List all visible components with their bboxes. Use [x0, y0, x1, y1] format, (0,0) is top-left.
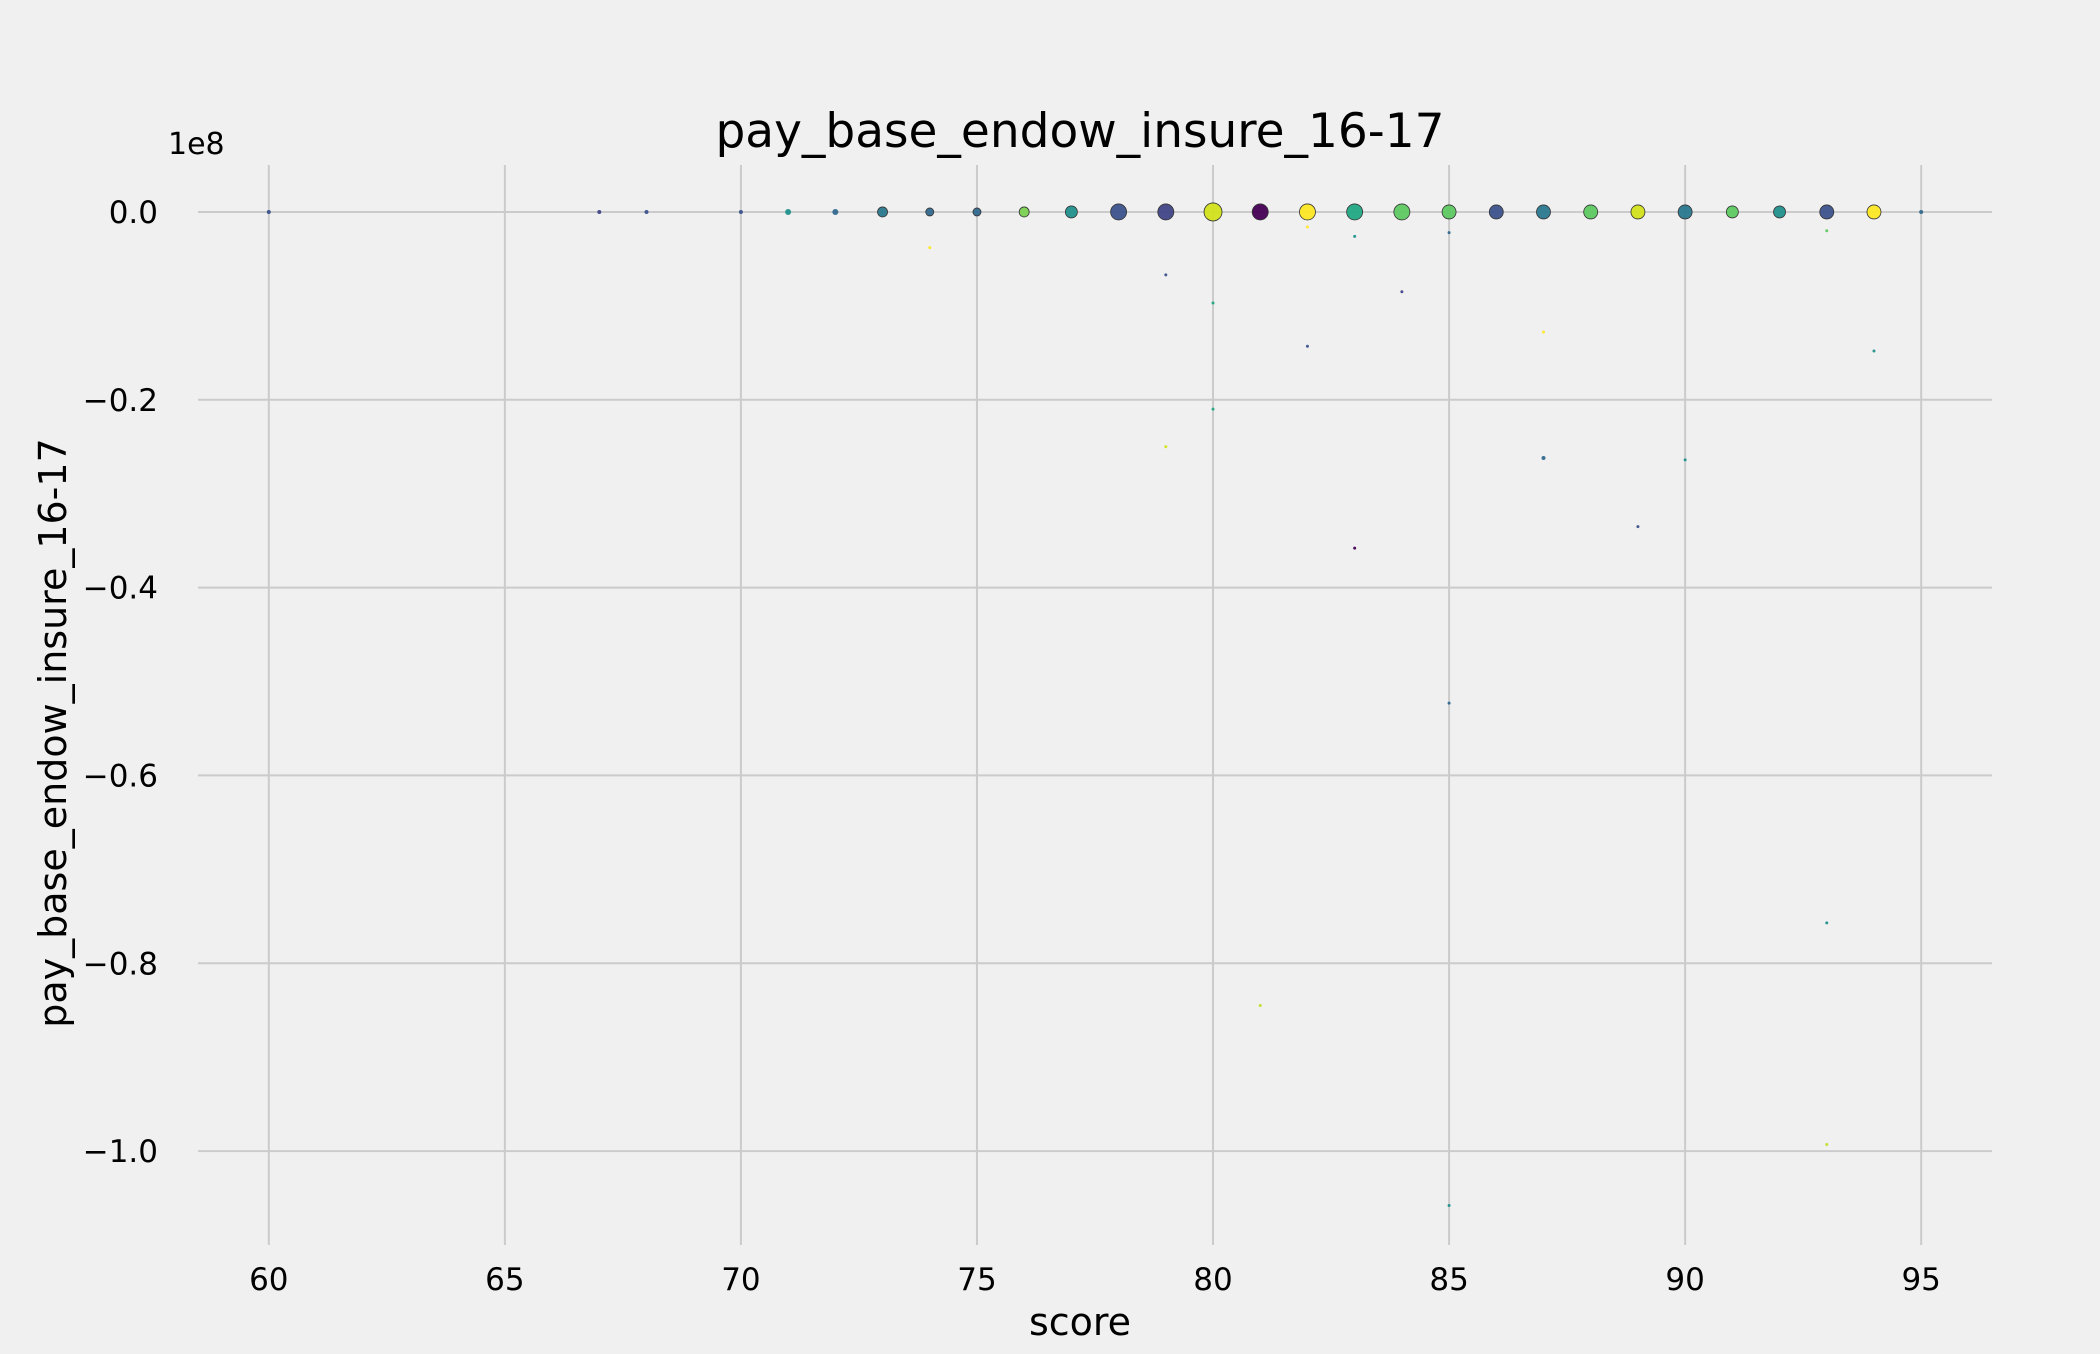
scatter-point [1488, 204, 1504, 220]
scatter-point [785, 208, 792, 215]
x-tick-labels: 60 65 70 75 80 85 90 95 [249, 1262, 1941, 1298]
scatter-point [1447, 231, 1451, 235]
scatter-point [1919, 209, 1924, 214]
y-tick-label: −0.8 [83, 946, 158, 982]
scatter-point [1353, 234, 1357, 238]
scatter-point [1353, 546, 1357, 550]
scatter-point [972, 207, 982, 217]
y-gridlines [198, 210, 1992, 1153]
x-tick-label: 75 [957, 1262, 996, 1298]
y-tick-label: 0.0 [109, 195, 158, 231]
scatter-point [877, 206, 888, 218]
x-axis-label: score [1029, 1300, 1131, 1344]
scatter-point [1683, 458, 1687, 462]
scatter-point [1447, 1204, 1451, 1208]
scatter-point [1630, 204, 1646, 220]
scatter-point [1251, 203, 1269, 221]
y-tick-label: −0.6 [83, 758, 158, 794]
scatter-point [1447, 701, 1451, 705]
scatter-point [1203, 202, 1223, 222]
scatter-point [644, 209, 649, 214]
scatter-point [1299, 203, 1316, 221]
scatter-point [1825, 1143, 1829, 1147]
chart-title: pay_base_endow_insure_16-17 [715, 104, 1444, 159]
scatter-point [1305, 225, 1309, 229]
x-gridlines [267, 165, 1923, 1245]
scatter-point [1677, 204, 1693, 220]
scatter-point [1258, 1004, 1262, 1008]
scatter-point [1536, 204, 1551, 220]
x-tick-label: 80 [1193, 1262, 1232, 1298]
scatter-point [1110, 203, 1128, 221]
y-offset-label: 1e8 [168, 127, 225, 162]
scatter-point [738, 209, 743, 214]
y-tick-label: −1.0 [83, 1134, 158, 1170]
x-tick-label: 85 [1429, 1262, 1468, 1298]
scatter-point [925, 207, 935, 217]
scatter-point [597, 209, 602, 214]
y-tick-label: −0.2 [83, 383, 158, 419]
scatter-point [1825, 921, 1829, 925]
scatter-point [832, 208, 839, 215]
scatter-point [1400, 290, 1404, 294]
scatter-point [1211, 407, 1215, 411]
scatter-point [1872, 349, 1876, 353]
scatter-point [1583, 204, 1599, 220]
scatter-points [266, 202, 1924, 1208]
scatter-point [1441, 204, 1457, 220]
x-tick-label: 65 [485, 1262, 524, 1298]
y-tick-labels: 0.0 −0.2 −0.4 −0.6 −0.8 −1.0 [83, 195, 158, 1170]
scatter-point [1393, 203, 1411, 221]
scatter-point [1157, 203, 1175, 221]
x-tick-label: 70 [721, 1262, 760, 1298]
scatter-point [1819, 204, 1835, 220]
scatter-point [1164, 273, 1168, 277]
scatter-point [1018, 206, 1030, 218]
scatter-point [1346, 203, 1364, 221]
scatter-point [1164, 445, 1168, 449]
scatter-point [1866, 204, 1882, 220]
scatter-point [1825, 229, 1829, 233]
scatter-point [266, 209, 271, 214]
x-tick-label: 95 [1901, 1262, 1940, 1298]
scatter-point [1064, 205, 1078, 219]
scatter-point [1541, 456, 1546, 461]
scatter-point [1725, 205, 1739, 219]
scatter-point [928, 246, 932, 250]
y-tick-label: −0.4 [83, 571, 158, 607]
scatter-point [1773, 205, 1786, 219]
scatter-point [1211, 301, 1215, 305]
scatter-point [1542, 330, 1545, 334]
scatter-point [1636, 525, 1640, 529]
scatter-point [1305, 344, 1309, 348]
y-axis-label: pay_base_endow_insure_16-17 [31, 438, 75, 1028]
x-tick-label: 60 [249, 1262, 288, 1298]
x-tick-label: 90 [1665, 1262, 1704, 1298]
